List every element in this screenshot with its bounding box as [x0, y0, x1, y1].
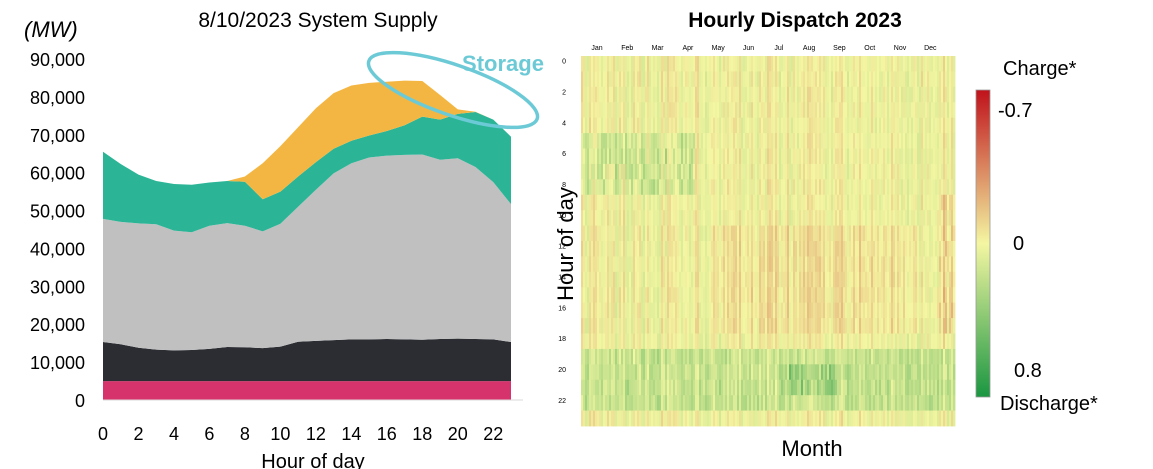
y-tick-label: 90,000	[30, 50, 85, 70]
x-tick-label: 14	[341, 424, 361, 444]
month-tick-label: Jul	[774, 45, 783, 52]
hour-tick-label: 22	[558, 398, 566, 405]
heatmap-cell	[953, 195, 955, 211]
heatmap-cell	[953, 87, 955, 103]
heatmap-cell	[953, 56, 955, 72]
x-tick-label: 10	[270, 424, 290, 444]
heatmap-cell	[953, 179, 955, 195]
storage-annotation: Storage	[462, 51, 544, 76]
x-tick-label: 20	[448, 424, 468, 444]
heatmap-cell	[953, 226, 955, 242]
x-tick-label: 8	[240, 424, 250, 444]
hour-tick-label: 4	[562, 120, 566, 127]
heatmap-cell	[953, 349, 955, 365]
y-tick-label: 30,000	[30, 277, 85, 297]
unit-label: (MW)	[24, 17, 78, 42]
supply-area-series	[103, 81, 511, 400]
x-tick-label: 12	[306, 424, 326, 444]
supply-x-axis-label: Hour of day	[261, 451, 364, 469]
hour-tick-label: 6	[562, 151, 566, 158]
month-tick-label: Nov	[894, 45, 907, 52]
colorbar	[976, 90, 990, 397]
x-tick-label: 18	[412, 424, 432, 444]
hour-tick-label: 0	[562, 59, 566, 66]
x-tick-label: 6	[204, 424, 214, 444]
month-tick-label: Jun	[743, 45, 754, 52]
heatmap-y-axis-label: Hour of day	[553, 187, 578, 301]
colorbar-top-caption: Charge*	[1003, 58, 1077, 80]
month-tick-label: May	[712, 45, 726, 52]
heatmap-cell	[953, 149, 955, 165]
heatmap-cell	[953, 71, 955, 87]
month-tick-label: Aug	[803, 45, 816, 52]
x-tick-label: 22	[483, 424, 503, 444]
month-tick-label: Oct	[864, 45, 875, 52]
y-tick-label: 10,000	[30, 353, 85, 373]
month-tick-label: Jan	[591, 45, 602, 52]
colorbar-label-min: -0.7	[998, 100, 1032, 122]
hour-tick-label: 16	[558, 305, 566, 312]
x-tick-label: 2	[133, 424, 143, 444]
heatmap-cell	[953, 380, 955, 396]
heatmap-cell	[953, 411, 955, 427]
hour-tick-label: 20	[558, 367, 566, 374]
y-tick-label: 20,000	[30, 315, 85, 335]
month-tick-labels: Jan Feb Mar Apr May Jun Jul Aug Sep Oct Nov Dec	[591, 45, 937, 52]
heatmap-cell	[953, 102, 955, 118]
heatmap-cell	[953, 241, 955, 257]
heatmap-cell	[953, 395, 955, 411]
month-tick-label: Dec	[924, 45, 937, 52]
month-tick-label: Mar	[652, 45, 665, 52]
y-tick-label: 40,000	[30, 239, 85, 259]
y-tick-label: 60,000	[30, 164, 85, 184]
x-tick-label: 16	[377, 424, 397, 444]
heatmap-cell	[953, 210, 955, 226]
heatmap-cell	[953, 364, 955, 380]
y-tick-label: 70,000	[30, 126, 85, 146]
heatmap-cell	[953, 287, 955, 303]
colorbar-label-max: 0.8	[1014, 360, 1042, 382]
heatmap-cell	[953, 133, 955, 149]
heatmap-cell	[953, 318, 955, 334]
heatmap-title: Hourly Dispatch 2023	[688, 9, 902, 32]
heatmap-cell	[953, 118, 955, 134]
supply-chart-title: 8/10/2023 System Supply	[198, 9, 438, 32]
heatmap-cell	[953, 272, 955, 288]
heatmap-cells	[581, 56, 955, 426]
y-tick-label: 50,000	[30, 202, 85, 222]
y-tick-label: 0	[75, 391, 85, 411]
x-tick-labels: 0 2 4 6 8 10 12 14 16 18 20 22	[98, 424, 503, 444]
x-tick-label: 0	[98, 424, 108, 444]
y-tick-label: 80,000	[30, 88, 85, 108]
heatmap-cell	[953, 303, 955, 319]
month-tick-label: Sep	[833, 45, 846, 52]
hour-tick-label: 18	[558, 336, 566, 343]
y-tick-labels: 0 10,000 20,000 30,000 40,000 50,000 60,000 70,…	[30, 50, 85, 411]
area-series-0	[103, 381, 511, 400]
heatmap-cell	[953, 334, 955, 350]
heatmap-x-axis-label: Month	[781, 436, 842, 461]
colorbar-label-zero: 0	[1013, 233, 1024, 255]
x-tick-label: 4	[169, 424, 179, 444]
month-tick-label: Apr	[682, 45, 694, 52]
heatmap-cell	[953, 256, 955, 272]
colorbar-bottom-caption: Discharge*	[1000, 393, 1098, 415]
hour-tick-label: 2	[562, 90, 566, 97]
heatmap-cell	[953, 164, 955, 180]
month-tick-label: Feb	[621, 45, 633, 52]
